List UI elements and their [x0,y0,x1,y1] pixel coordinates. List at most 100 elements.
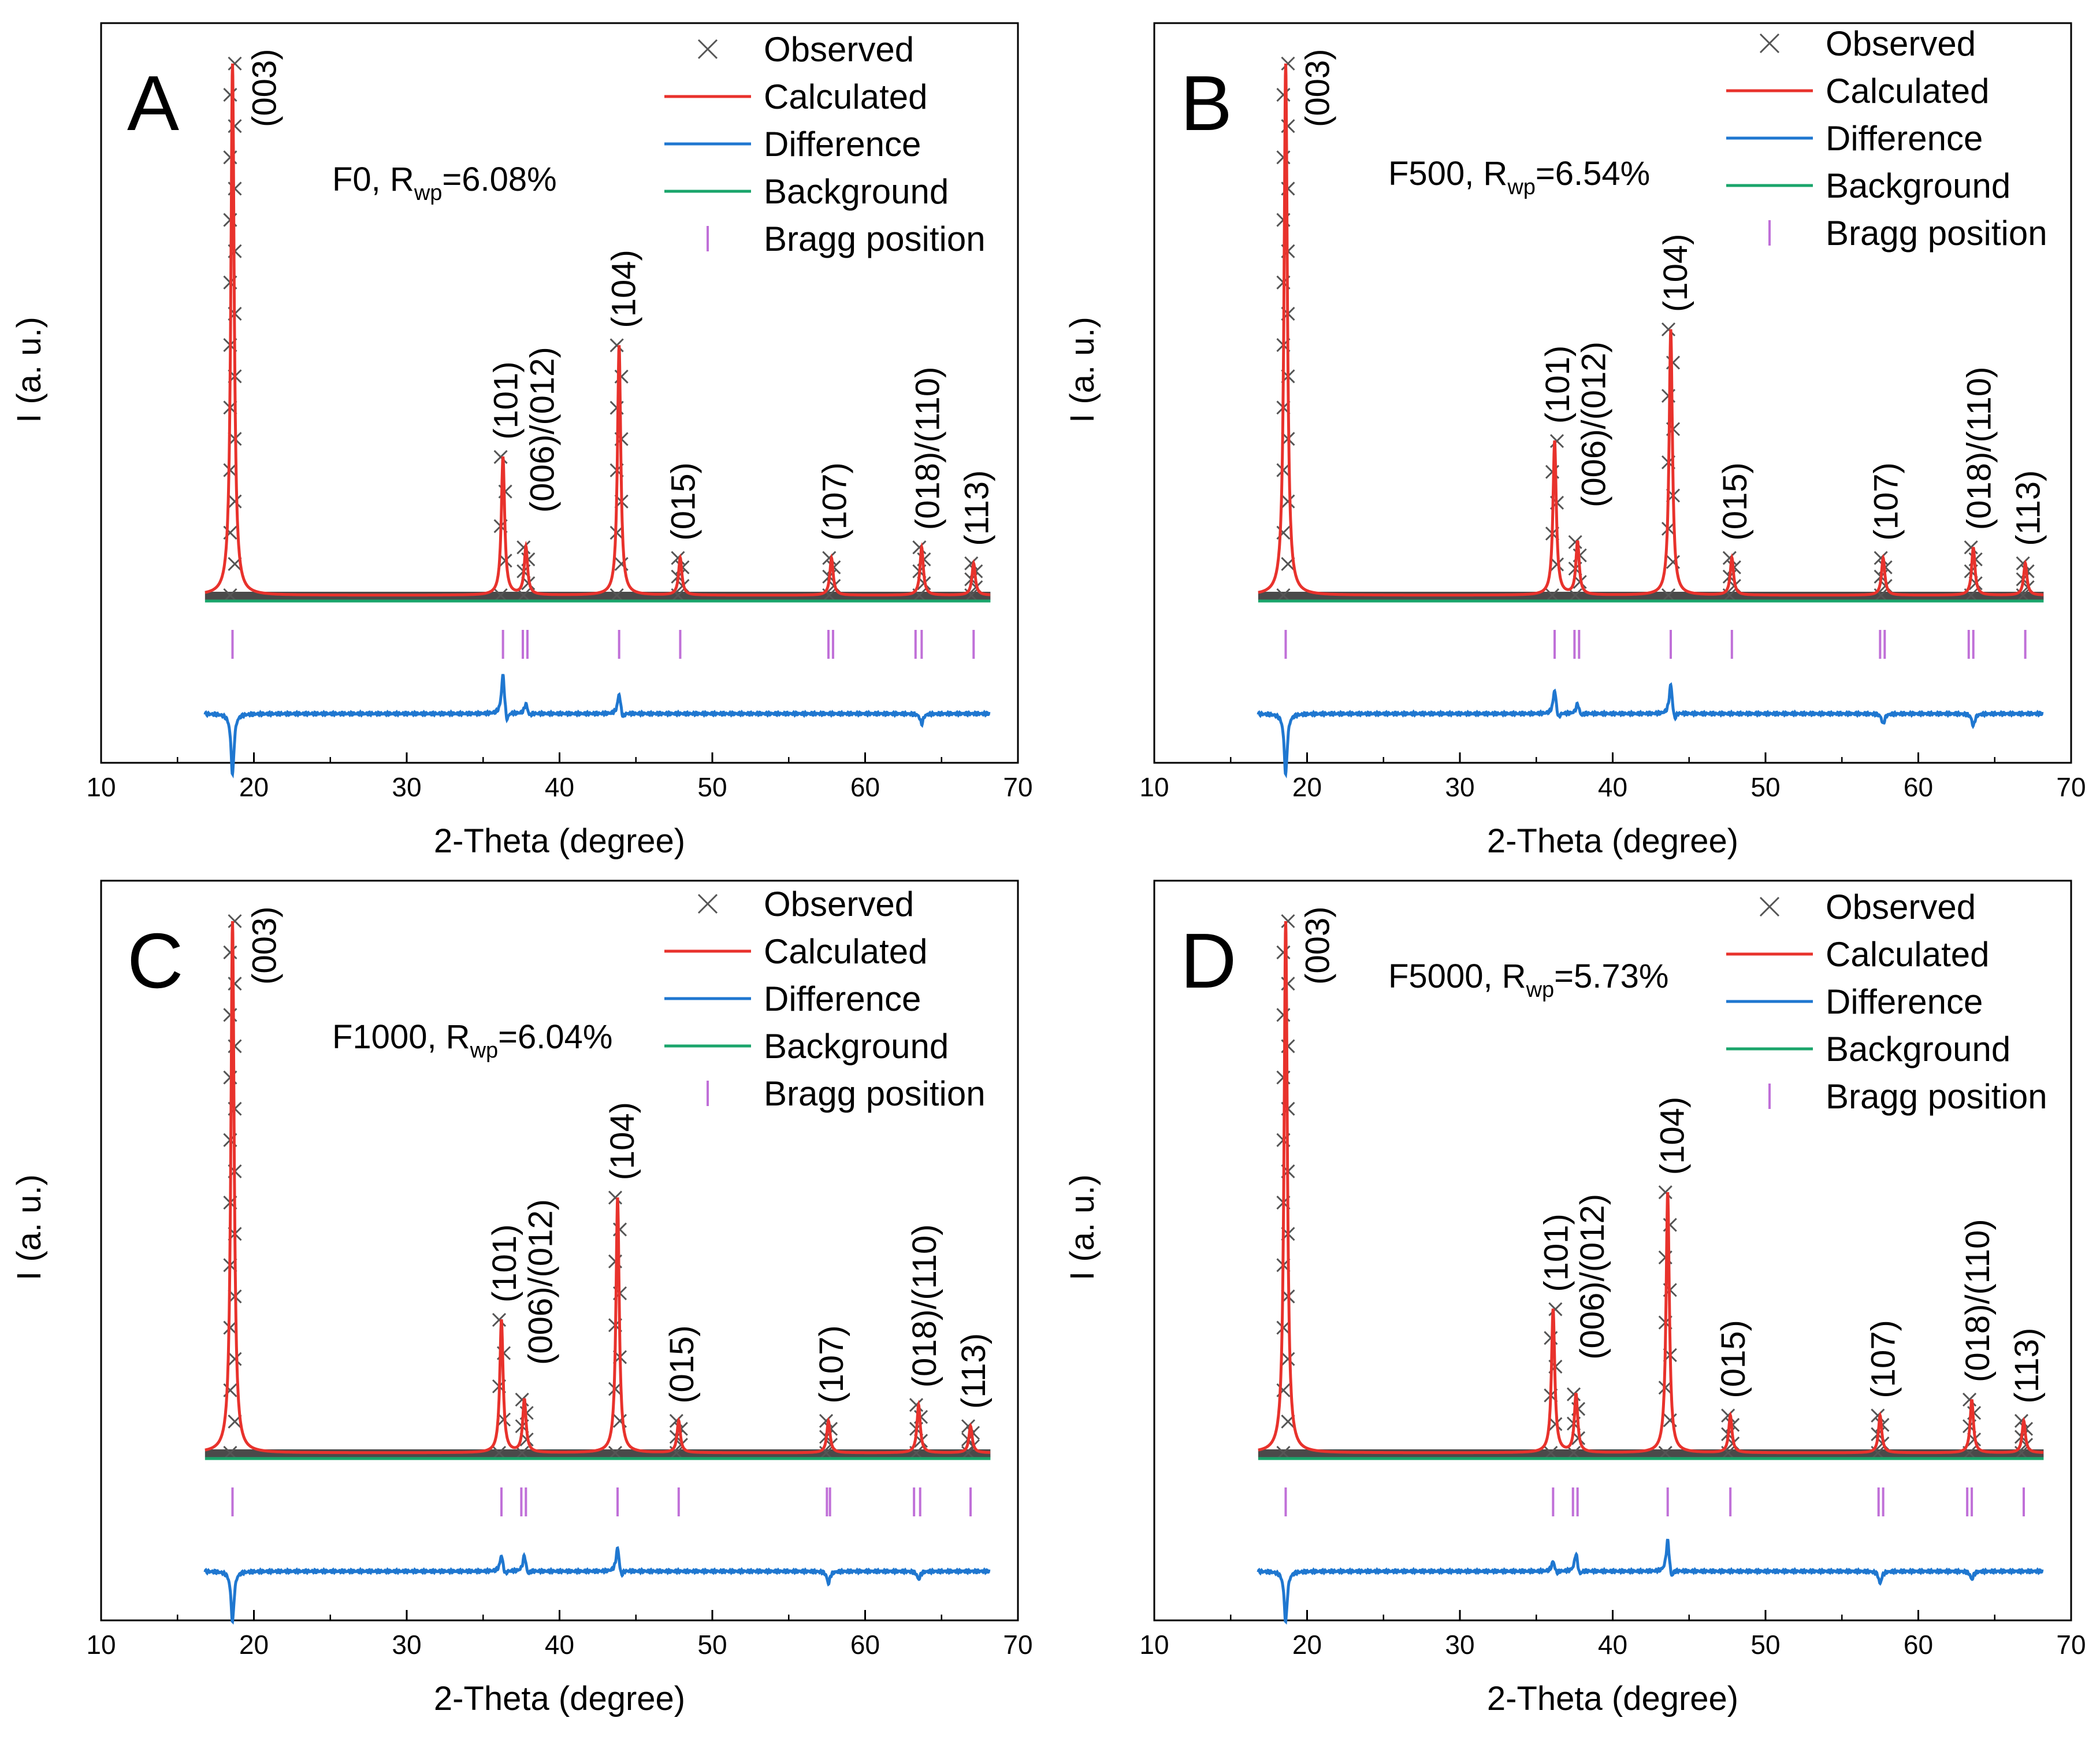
rwp-annotation: F500, Rwp=6.54% [1388,155,1650,199]
panel-letter: A [127,60,179,147]
observed-point [1548,1417,1563,1431]
observed-point [228,1352,242,1366]
peak-label: (104) [1657,234,1694,312]
observed-point [228,494,242,509]
bragg-legend-label: Bragg position [764,1074,986,1113]
observed-point [1661,588,1676,603]
background-legend-label: Background [1826,1030,2010,1069]
peak-label: (104) [605,250,643,328]
x-tick-label: 40 [1598,772,1627,802]
x-tick-label: 10 [1139,772,1169,802]
x-tick-label: 20 [1292,772,1322,802]
legend: Observed Calculated Difference Background Br… [664,885,986,1113]
peak-label: (113) [958,470,995,546]
bragg-legend-label: Bragg position [1826,214,2047,253]
calculated-legend-label: Calculated [764,932,928,971]
bragg-legend-label: Bragg position [1826,1077,2047,1116]
observed-point [1281,494,1295,509]
observed-point [1658,1445,1672,1460]
observed-point [1658,1185,1672,1200]
rwp-prefix: F500, R [1388,155,1507,192]
x-axis-title: 2-Theta (degree) [434,822,685,860]
observed-point [228,914,242,929]
rwp-prefix: F1000, R [332,1018,470,1056]
difference-legend-label: Difference [1826,119,1983,158]
rwp-annotation: F5000, Rwp=5.73% [1388,958,1668,1002]
difference-line [1257,1538,2044,1625]
panel-c: 10 20 30 40 50 60 70 2-Theta (degree) I (a. u.) C… [10,880,1033,1717]
peak-label: (101) [1537,1214,1575,1292]
peak-label: (107) [1868,462,1905,540]
rwp-value: =6.08% [442,161,556,198]
observed-point [912,540,927,555]
background-legend-label: Background [1826,166,2010,205]
rwp-value: =5.73% [1554,958,1668,995]
panel-a: 10 20 30 40 50 60 70 2-Theta (degree) I (a. u.) A… [10,22,1033,860]
peak-label: (006)/(012) [1575,342,1613,507]
observed-point [492,1445,507,1460]
x-tick-label: 70 [2056,1630,2086,1660]
rwp-subscript: wp [470,1038,499,1063]
x-tick-label: 50 [697,772,727,802]
legend: Observed Calculated Difference Background Br… [664,30,986,258]
panel-letter: B [1180,60,1232,147]
panel-letter: D [1180,917,1237,1004]
observed-point [1276,1445,1291,1460]
observed-point [223,588,237,603]
x-tick-label: 20 [1292,1630,1322,1660]
background-legend-label: Background [764,172,949,211]
peak-label: (113) [955,1333,993,1409]
observed-legend-label: Observed [764,30,914,69]
x-tick-label: 40 [1598,1630,1627,1660]
observed-point [1661,322,1676,337]
observed-point [1281,56,1295,71]
x-tick-label: 40 [545,772,574,802]
y-axis-title: I (a. u.) [1064,317,1101,423]
observed-point [515,1392,529,1407]
y-axis-title: I (a. u.) [10,1174,48,1281]
observed-point [493,450,508,464]
peak-label: (006)/(012) [1574,1194,1611,1360]
x-tick-label: 10 [1139,1630,1169,1660]
y-axis-title: I (a. u.) [10,317,48,423]
peak-label: (113) [2010,470,2047,546]
peak-label: (113) [2008,1328,2046,1404]
peak-label: (107) [813,1325,850,1403]
observed-point [516,588,531,603]
x-tick-label: 30 [392,1630,421,1660]
observed-point [1545,588,1560,603]
y-axis-title: I (a. u.) [1064,1174,1101,1281]
peak-label: (101) [1539,346,1577,424]
observed-point [228,56,242,71]
x-tick-label: 50 [1750,1630,1780,1660]
observed-point [223,945,237,960]
difference-line [203,674,991,779]
peak-label: (015) [1716,462,1754,540]
rwp-value: =6.54% [1536,155,1650,192]
x-tick-label: 60 [1904,772,1933,802]
x-tick-label: 20 [239,1630,269,1660]
peak-label: (006)/(012) [523,347,561,513]
observed-point [1568,535,1582,550]
observed-point [515,1445,529,1460]
calculated-line [205,63,990,597]
observed-point [223,88,237,102]
peak-label: (104) [1654,1097,1692,1175]
x-tick-label: 60 [850,1630,880,1660]
peak-label: (101) [486,1225,523,1303]
difference-line [203,1546,991,1625]
background-legend-label: Background [764,1027,949,1066]
x-tick-label: 20 [239,772,269,802]
observed-point [1964,540,1978,555]
x-tick-label: 70 [2056,772,2086,802]
x-tick-label: 10 [86,772,116,802]
panel-d: 10 20 30 40 50 60 70 2-Theta (degree) I (a. u.) D… [1064,880,2086,1717]
calculated-legend-label: Calculated [1826,72,1990,110]
x-tick-label: 60 [1904,1630,1933,1660]
peak-label: (006)/(012) [522,1199,560,1365]
calculated-line [1258,63,2043,597]
difference-legend-label: Difference [1826,982,1983,1021]
observed-point [1276,88,1291,102]
legend: Observed Calculated Difference Background Br… [1726,888,2047,1116]
rwp-subscript: wp [414,181,443,205]
